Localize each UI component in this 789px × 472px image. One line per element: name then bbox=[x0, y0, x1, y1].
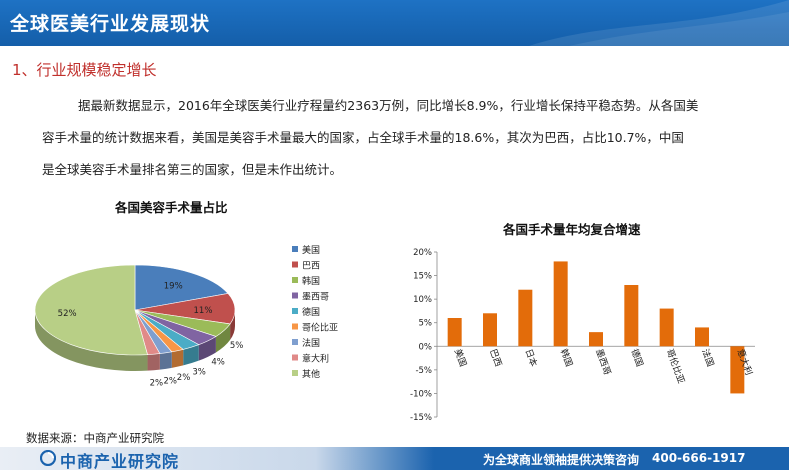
footer-logo-text: 中商产业研究院 bbox=[60, 452, 180, 471]
bar-法国 bbox=[695, 327, 709, 347]
bar-y-tick-label: 20% bbox=[413, 248, 432, 258]
paragraph-line-1: 据最新数据显示，2016年全球医美行业疗程量约2363万例，同比增长8.9%，行… bbox=[78, 98, 699, 113]
bar-category-label: 哥伦比亚 bbox=[664, 347, 688, 385]
pie-legend-swatch bbox=[292, 261, 298, 268]
bar-category-label: 韩国 bbox=[558, 347, 575, 368]
pie-slice-美国 bbox=[134, 264, 229, 311]
pie-side-法国 bbox=[159, 351, 172, 370]
logo-icon bbox=[40, 450, 56, 466]
pie-legend-label: 其他 bbox=[302, 368, 320, 380]
pie-data-label: 3% bbox=[192, 368, 206, 378]
bar-墨西哥 bbox=[589, 332, 603, 347]
pie-data-label: 19% bbox=[164, 282, 183, 292]
bar-chart: 20% 15% 10% 5% 0% -5% -10% -15% 美国 巴西 日本 韩国 墨西哥 德国 哥伦比… bbox=[410, 248, 755, 423]
bar-巴西 bbox=[483, 313, 497, 347]
bar-y-tick-label: 5% bbox=[419, 319, 433, 329]
bar-category-label: 法国 bbox=[699, 347, 716, 368]
pie-legend-label: 墨西哥 bbox=[302, 292, 329, 303]
pie-legend-swatch bbox=[292, 277, 298, 283]
bar-category-label: 美国 bbox=[452, 347, 469, 368]
pie-legend-label: 韩国 bbox=[302, 275, 320, 287]
pie-legend-label: 德国 bbox=[302, 306, 320, 318]
footer-slogan: 为全球商业领袖提供决策咨询 bbox=[483, 453, 640, 467]
pie-legend-label: 哥伦比亚 bbox=[302, 322, 338, 334]
pie-data-label: 5% bbox=[230, 341, 244, 351]
bar-category-label: 巴西 bbox=[487, 348, 503, 369]
pie-side-意大利 bbox=[147, 353, 160, 371]
pie-legend-label: 美国 bbox=[302, 244, 320, 256]
data-source: 数据来源：中商产业研究院 bbox=[26, 431, 164, 445]
pie-legend-label: 法国 bbox=[302, 337, 320, 349]
pie-data-label: 2% bbox=[177, 373, 191, 383]
section-title: 1、行业规模稳定增长 bbox=[12, 61, 157, 79]
bar-chart-title: 各国手术量年均复合增速 bbox=[503, 222, 641, 237]
footer-bar bbox=[0, 447, 789, 470]
bar-德国 bbox=[624, 285, 639, 347]
pie-legend-swatch bbox=[292, 292, 298, 299]
bar-y-tick-label: -5% bbox=[415, 366, 432, 376]
pie-legend-label: 巴西 bbox=[302, 261, 320, 272]
summary-paragraph: 据最新数据显示，2016年全球医美行业疗程量约2363万例，同比增长8.9%，行… bbox=[42, 90, 777, 186]
pie-side-哥伦比亚 bbox=[171, 349, 184, 368]
bar-category-label: 日本 bbox=[523, 347, 540, 368]
pie-data-label: 11% bbox=[194, 306, 213, 316]
bar-category-label: 墨西哥 bbox=[593, 348, 613, 377]
pie-legend-label: 意大利 bbox=[302, 353, 329, 365]
paragraph-line-3: 是全球美容手术量排名第三的国家，但是未作出统计。 bbox=[42, 162, 343, 177]
bar-日本 bbox=[518, 289, 533, 347]
footer-phone: 400-666-1917 bbox=[652, 451, 746, 465]
pie-legend-swatch bbox=[292, 354, 298, 361]
pie-side-韩国 bbox=[215, 323, 231, 353]
bar-y-tick-label: -15% bbox=[410, 413, 432, 423]
pie-side-德国 bbox=[183, 344, 199, 366]
bar-韩国 bbox=[553, 261, 568, 347]
bar-category-label: 德国 bbox=[629, 347, 646, 368]
page-title: 全球医美行业发展现状 bbox=[10, 13, 211, 35]
bar-y-tick-label: 10% bbox=[413, 295, 432, 305]
pie-data-label: 2% bbox=[163, 377, 177, 387]
pie-data-label: 2% bbox=[150, 379, 164, 389]
pie-side-墨西哥 bbox=[198, 336, 216, 361]
pie-legend-swatch bbox=[292, 339, 298, 345]
pie-data-label: 52% bbox=[58, 309, 77, 319]
pie-legend-swatch bbox=[292, 246, 298, 252]
paragraph-line-2: 容手术量的统计数据来看，美国是美容手术量最大的国家，占全球手术量的18.6%，其… bbox=[42, 130, 684, 145]
pie-slice-其他 bbox=[34, 264, 148, 356]
bar-哥伦比亚 bbox=[659, 308, 674, 347]
pie-legend-swatch bbox=[292, 323, 298, 330]
pie-chart-title: 各国美容手术量占比 bbox=[115, 200, 228, 215]
pie-data-label: 4% bbox=[211, 358, 225, 368]
header-bar: 全球医美行业发展现状 bbox=[0, 0, 789, 46]
pie-side-其他 bbox=[35, 310, 148, 371]
bar-y-tick-label: -10% bbox=[410, 389, 432, 399]
pie-legend-swatch bbox=[292, 308, 298, 314]
header-decoration bbox=[529, 0, 789, 46]
bar-美国 bbox=[447, 318, 462, 347]
pie-chart: 19%11%5%4%3%2%2%2%52%美国巴西韩国墨西哥德国哥伦比亚法国意大… bbox=[34, 244, 338, 389]
pie-legend-swatch bbox=[292, 370, 298, 376]
bar-y-tick-label: 15% bbox=[413, 272, 432, 282]
bar-意大利 bbox=[730, 346, 745, 394]
pie-slice-巴西 bbox=[134, 293, 236, 325]
bar-y-tick-label: 0% bbox=[419, 342, 433, 352]
footer: 中商产业研究院 为全球商业领袖提供决策咨询 400-666-1917 bbox=[0, 445, 789, 471]
